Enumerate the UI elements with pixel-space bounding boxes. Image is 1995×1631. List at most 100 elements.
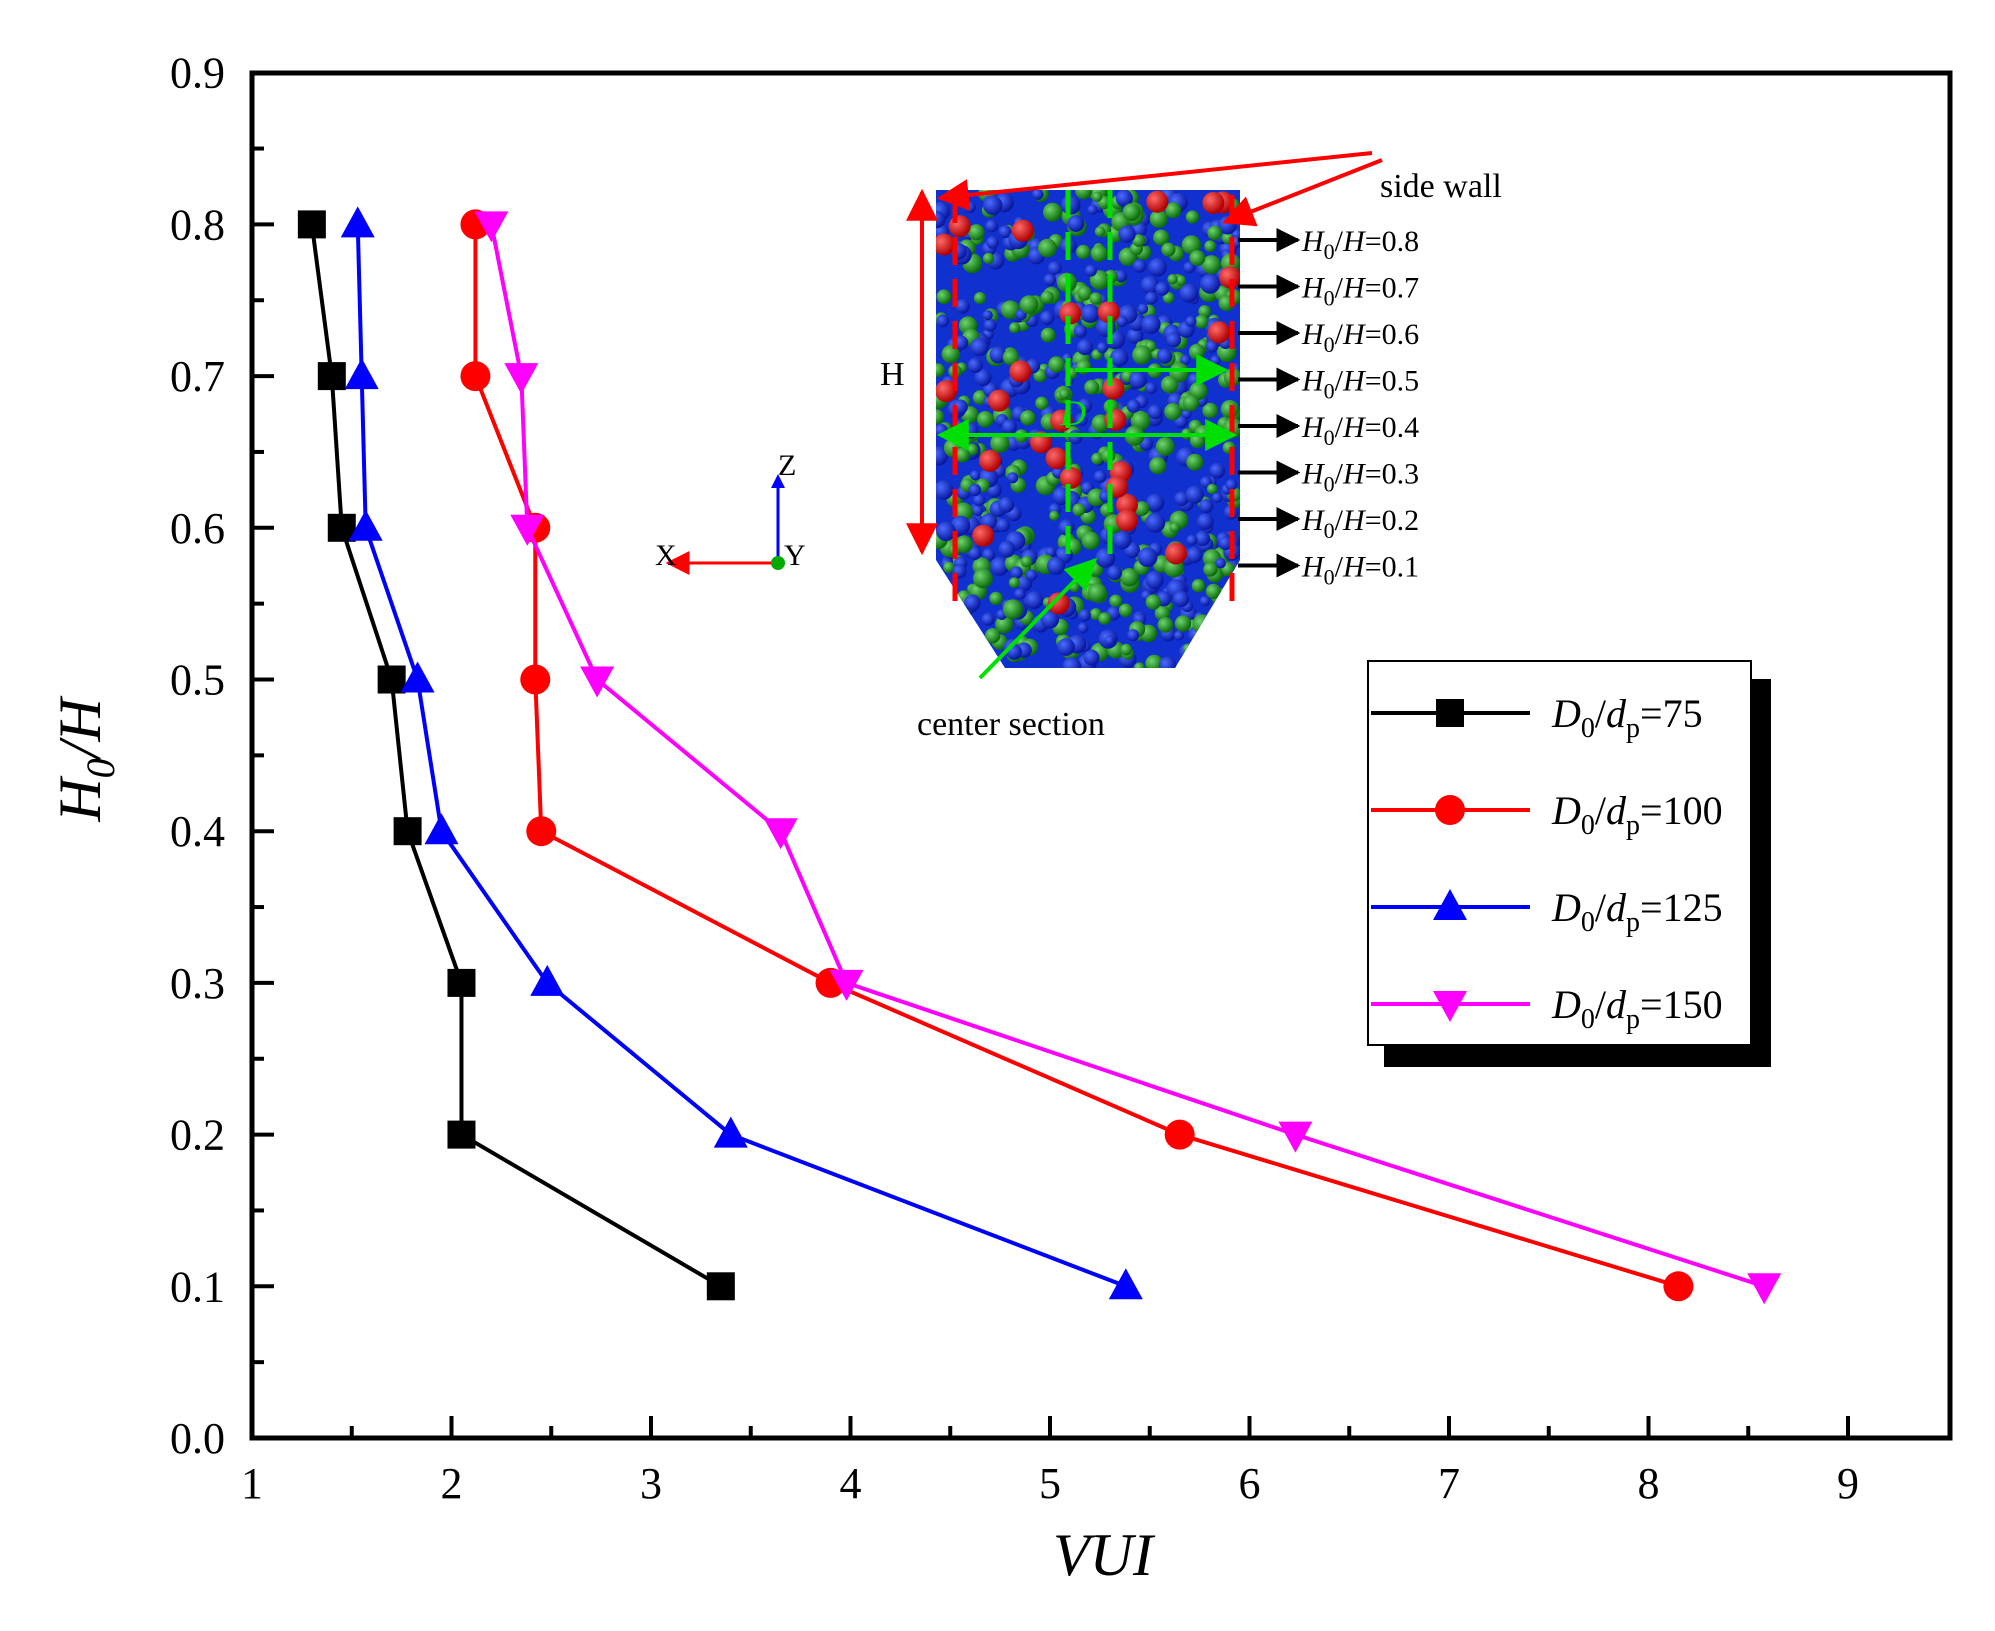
particle: [964, 594, 981, 611]
particle: [1200, 273, 1221, 294]
particle: [1194, 530, 1211, 547]
particle: [1094, 226, 1106, 237]
particle: [1126, 399, 1141, 413]
particle: [968, 483, 981, 497]
particle: [1155, 282, 1170, 296]
x-tick-label: 1: [241, 1459, 263, 1508]
particle: [998, 496, 1015, 513]
particle: [1204, 240, 1217, 253]
particle: [1067, 215, 1085, 232]
data-point-125: [424, 813, 459, 845]
particle: [1146, 493, 1165, 512]
particle: [1132, 345, 1152, 365]
particle: [1109, 594, 1123, 608]
particle: [936, 210, 946, 229]
level-label: H0/H=0.6: [1301, 318, 1419, 357]
particle: [943, 561, 955, 574]
particle: [1174, 491, 1189, 507]
particle: [974, 368, 992, 387]
x-tick-label: 9: [1837, 1459, 1859, 1508]
particle: [1035, 396, 1049, 410]
particle: [970, 470, 981, 481]
particle: [1221, 631, 1240, 651]
particle: [1137, 547, 1158, 567]
particle: [936, 586, 952, 601]
level-label: H0/H=0.7: [1301, 272, 1419, 311]
side-wall-label: side wall: [1380, 168, 1502, 205]
center-section-arrow: [978, 557, 1098, 680]
particle: [936, 446, 949, 466]
particle: [968, 546, 982, 560]
particle: [963, 201, 976, 214]
particle: [1075, 190, 1093, 200]
particle: [1000, 300, 1020, 320]
particle: [1080, 304, 1100, 323]
particle: [1160, 375, 1179, 394]
x-tick-label: 7: [1438, 1459, 1460, 1508]
triad-x-label: X: [655, 539, 677, 572]
particle: [1127, 629, 1140, 642]
y-tick-label: 0.3: [170, 959, 225, 1008]
particle: [1185, 315, 1197, 327]
data-point-150: [504, 363, 539, 395]
particle: [970, 337, 989, 357]
data-point-150: [763, 818, 798, 850]
particle-large: [1165, 542, 1187, 565]
particle: [1078, 609, 1091, 622]
particle-large: [1011, 219, 1034, 242]
particle-large: [1208, 321, 1230, 344]
particle: [1203, 562, 1218, 577]
particle: [1149, 209, 1168, 228]
particle: [1081, 531, 1100, 550]
particle: [1145, 594, 1161, 610]
data-point-75: [377, 665, 406, 694]
particle: [1201, 255, 1221, 275]
particle: [1179, 283, 1199, 303]
x-tick-label: 2: [441, 1459, 463, 1508]
data-point-125: [713, 1116, 748, 1148]
particle: [1205, 340, 1219, 353]
particle: [1194, 314, 1209, 329]
particle: [955, 299, 970, 314]
x-tick-label: 4: [840, 1459, 862, 1508]
particle: [1008, 577, 1020, 588]
particle: [1220, 617, 1234, 632]
data-point-150: [1278, 1121, 1313, 1153]
particle: [1038, 238, 1057, 258]
particle: [1188, 343, 1205, 360]
diameter-label: D: [1059, 393, 1086, 433]
y-tick-label: 0.1: [170, 1262, 225, 1311]
particle: [1098, 612, 1111, 625]
particle: [1020, 410, 1036, 426]
data-point-100: [526, 816, 557, 847]
particle: [1218, 597, 1230, 608]
height-label: H: [880, 356, 905, 393]
particle: [1049, 510, 1060, 521]
particle: [936, 592, 954, 612]
particle: [952, 605, 966, 618]
series-layer: [297, 206, 1782, 1305]
data-point-125: [530, 964, 565, 996]
particle: [1167, 274, 1178, 285]
particle: [1199, 595, 1211, 607]
particle: [1110, 348, 1129, 367]
particle: [1212, 636, 1225, 649]
particle: [1122, 203, 1141, 222]
particle: [1185, 210, 1199, 224]
level-label: H0/H=0.5: [1301, 365, 1419, 404]
particle: [1215, 557, 1226, 569]
particle: [1192, 614, 1213, 635]
data-point-150: [474, 211, 509, 243]
particle: [1087, 583, 1107, 603]
particle: [1025, 591, 1044, 610]
particle: [1084, 264, 1097, 277]
particle: [1132, 234, 1146, 247]
particle: [1087, 204, 1098, 215]
particle: [1164, 403, 1182, 421]
series-150: [474, 211, 1782, 1305]
particle: [968, 652, 980, 664]
legend-marker-75: [1436, 699, 1464, 727]
side-wall-arrow-2: [1222, 158, 1383, 227]
particle: [1156, 348, 1173, 364]
particle: [1104, 635, 1115, 646]
